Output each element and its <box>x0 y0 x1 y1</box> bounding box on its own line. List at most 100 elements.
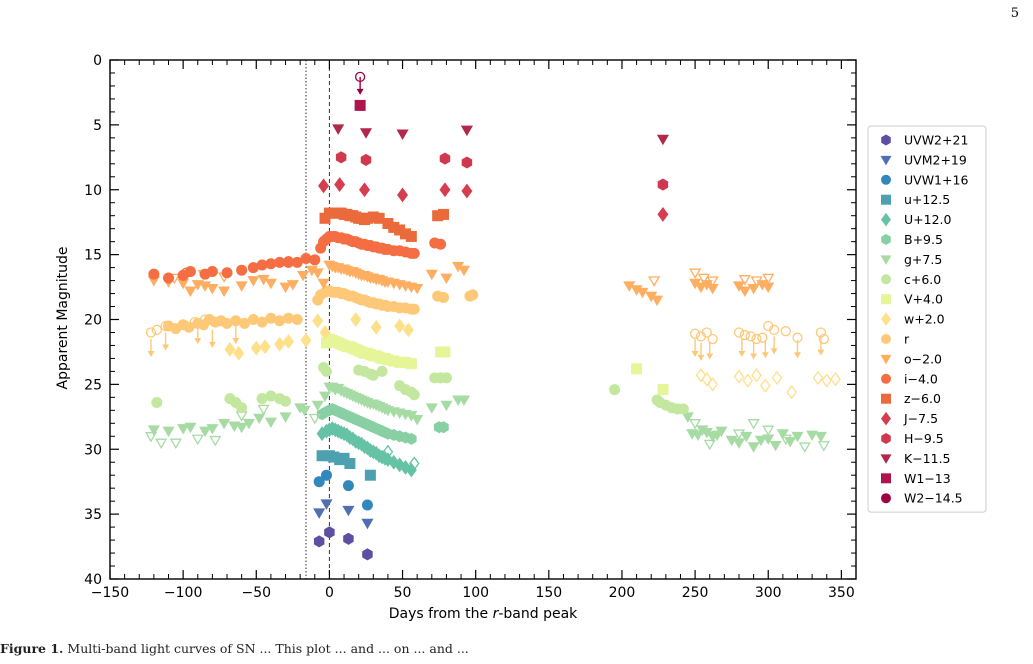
upper-limit-point <box>703 439 716 451</box>
data-point <box>452 261 465 273</box>
upper-limit-point <box>701 327 712 338</box>
y-tick-label: 30 <box>84 442 102 458</box>
data-point <box>776 429 789 440</box>
data-point <box>280 395 292 407</box>
upper-limit-point <box>697 273 710 285</box>
series-7 <box>151 362 689 415</box>
upper-limit-arrowhead <box>750 353 758 360</box>
plot-area <box>144 60 841 579</box>
legend-label: W2−14.5 <box>904 491 963 506</box>
data-point <box>438 291 450 303</box>
upper-limit-point <box>780 326 791 337</box>
data-point <box>247 314 259 325</box>
data-point <box>460 125 473 137</box>
data-point <box>405 358 417 370</box>
data-point <box>224 341 236 357</box>
legend-label: r <box>904 332 910 347</box>
upper-limit-point <box>760 378 771 393</box>
legend-label: g+7.5 <box>904 252 942 267</box>
data-point <box>350 312 362 327</box>
data-point <box>236 402 248 414</box>
upper-limit-point <box>762 273 775 285</box>
data-point <box>461 183 473 199</box>
data-point <box>235 422 248 434</box>
upper-limit-point <box>169 438 182 450</box>
figure-caption: Figure 1. Multi-band light curves of SN … <box>0 641 1033 656</box>
upper-limit-point <box>821 373 833 388</box>
y-tick-label: 35 <box>84 507 102 523</box>
y-tick-label: 10 <box>84 183 102 199</box>
data-point <box>291 256 303 268</box>
data-point <box>253 413 266 425</box>
data-point <box>440 400 453 412</box>
upper-limit-point <box>747 419 760 430</box>
legend-label: UVW2+21 <box>904 133 968 148</box>
data-point <box>645 291 658 303</box>
data-point <box>370 319 382 335</box>
upper-limit-point <box>701 372 713 387</box>
upper-limit-arrowhead <box>691 350 699 357</box>
series-2 <box>313 469 373 511</box>
upper-limit-point <box>648 276 661 287</box>
data-point <box>397 187 409 203</box>
data-point <box>313 508 326 519</box>
data-point <box>738 286 751 298</box>
upper-limit-point <box>707 333 718 345</box>
legend-marker <box>881 411 891 426</box>
data-point <box>334 177 346 192</box>
legend-marker <box>881 493 891 504</box>
legend-marker <box>881 274 891 285</box>
data-point <box>279 412 292 423</box>
data-point <box>291 314 303 325</box>
data-point <box>689 278 702 290</box>
data-point <box>264 417 277 429</box>
upper-limit-point <box>750 276 763 287</box>
upper-limit-point <box>771 370 783 386</box>
series-5 <box>316 402 449 445</box>
series-8 <box>320 333 669 396</box>
data-point <box>435 238 447 250</box>
y-tick-label: 15 <box>84 248 102 264</box>
page-number: 5 <box>1010 6 1019 21</box>
upper-limit-point <box>733 369 745 384</box>
data-point <box>457 265 471 277</box>
data-point <box>651 295 664 307</box>
data-point <box>438 421 449 434</box>
light-curve-chart: −150 −100 −50 0 50 100 150 200 250 300 350 0 5 10 15 20… <box>55 53 987 622</box>
legend-label: w+2.0 <box>904 312 945 327</box>
data-point <box>221 267 233 279</box>
upper-limit-point <box>189 316 200 328</box>
data-marks <box>144 60 841 579</box>
data-point <box>298 405 311 417</box>
data-point <box>354 99 366 111</box>
x-tick-label: 200 <box>609 585 636 601</box>
data-point <box>411 283 424 295</box>
upper-limit-point <box>798 442 811 453</box>
upper-limit-point <box>689 328 701 339</box>
data-point <box>274 315 286 327</box>
data-point <box>461 156 473 169</box>
series-16 <box>332 124 669 146</box>
upper-limit-point <box>817 441 830 452</box>
data-point <box>265 390 277 402</box>
data-point <box>311 400 324 412</box>
data-point <box>256 259 268 271</box>
legend-label: V+4.0 <box>904 292 943 307</box>
series-0 <box>313 526 373 561</box>
legend-marker <box>881 134 891 146</box>
data-point <box>343 532 354 545</box>
data-point <box>206 265 218 277</box>
data-point <box>425 269 438 281</box>
x-tick-label: 350 <box>828 585 855 601</box>
legend-label: K−11.5 <box>904 451 951 466</box>
upper-limit-point <box>706 276 719 287</box>
data-point <box>342 480 354 492</box>
legend-marker <box>881 212 891 227</box>
upper-limit-point <box>155 438 168 450</box>
legend-label: UVW1+16 <box>904 172 968 187</box>
upper-limit-point <box>160 320 171 332</box>
data-point <box>221 317 233 329</box>
upper-limit-arrowhead <box>817 349 825 356</box>
data-point <box>706 283 719 295</box>
data-point <box>320 365 332 377</box>
